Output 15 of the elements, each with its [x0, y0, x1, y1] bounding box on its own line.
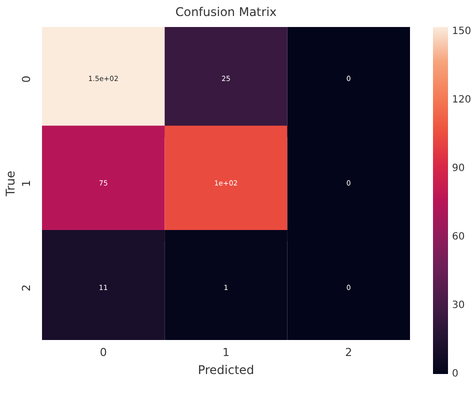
x-tick-label: 0: [100, 346, 107, 359]
color-bar-label: 30: [452, 300, 465, 312]
color-bar-label: 90: [452, 163, 465, 174]
chart-title: Confusion Matrix: [175, 5, 277, 19]
x-axis-title: Predicted: [198, 363, 254, 377]
color-bar-label: 120: [452, 94, 472, 106]
color-bar-label: 150: [452, 26, 472, 38]
y-tick-label: 0: [20, 76, 33, 83]
color-bar-label: 60: [452, 232, 465, 243]
color-bar-label: 0: [452, 368, 458, 380]
y-tick-label: 1: [20, 180, 33, 187]
y-tick-label: 2: [20, 284, 33, 292]
y-axis-title: True: [3, 170, 18, 198]
x-tick-label: 2: [345, 346, 352, 359]
x-tick-label: 1: [222, 346, 230, 359]
